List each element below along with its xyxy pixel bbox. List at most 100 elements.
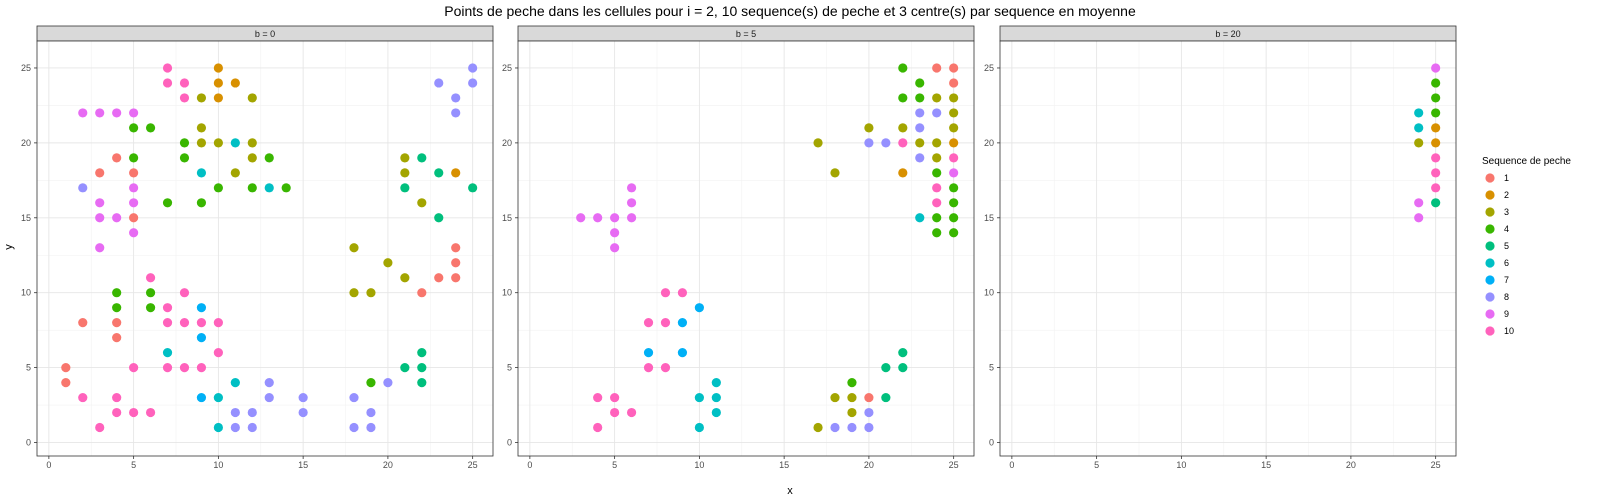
y-tick-label: 15	[21, 213, 31, 223]
data-point	[881, 363, 891, 373]
data-point	[881, 138, 891, 148]
data-point	[626, 407, 637, 418]
data-point	[847, 407, 857, 418]
facet-strip-label: b = 0	[255, 29, 275, 39]
legend-key	[1485, 241, 1495, 251]
legend: Sequence de peche 1 2 3 4 5 6 7 8 9 10	[1482, 156, 1571, 336]
data-point	[949, 93, 959, 103]
data-point	[610, 243, 620, 253]
y-tick-label: 15	[984, 213, 994, 223]
data-point	[898, 168, 908, 178]
legend-label: 2	[1504, 190, 1509, 200]
data-point	[915, 213, 925, 223]
data-point	[864, 392, 874, 403]
legend-label: 9	[1504, 309, 1509, 319]
data-point	[1431, 63, 1441, 73]
data-point	[112, 392, 122, 403]
data-point	[864, 123, 874, 133]
data-point	[400, 168, 410, 178]
data-point	[196, 168, 207, 178]
data-point	[694, 303, 704, 313]
data-point	[179, 93, 190, 103]
data-point	[230, 422, 240, 433]
data-point	[451, 273, 461, 283]
legend-label: 5	[1504, 241, 1509, 251]
data-point	[281, 183, 291, 193]
data-point	[366, 422, 376, 433]
data-point	[593, 213, 603, 223]
data-point	[1414, 198, 1424, 208]
panel-background	[37, 41, 493, 456]
data-point	[366, 407, 376, 418]
legend-label: 8	[1504, 292, 1509, 302]
data-point	[112, 108, 122, 118]
data-point	[162, 63, 173, 73]
y-tick-label: 20	[502, 138, 512, 148]
x-tick-label: 15	[298, 460, 308, 470]
data-point	[660, 288, 671, 298]
data-point	[949, 78, 959, 88]
data-point	[179, 288, 190, 298]
panel-border	[36, 40, 494, 457]
data-point	[247, 407, 257, 418]
legend-key	[1485, 292, 1495, 302]
x-axis-title: x	[787, 485, 793, 497]
data-point	[949, 213, 959, 223]
y-tick-label: 0	[507, 438, 512, 448]
data-point	[349, 392, 359, 403]
data-point	[230, 78, 240, 88]
data-point	[112, 213, 122, 223]
data-point	[78, 183, 88, 193]
y-tick-label: 5	[989, 363, 994, 373]
data-point	[179, 153, 190, 163]
data-point	[196, 318, 207, 328]
data-point	[677, 318, 688, 328]
data-point	[112, 153, 122, 163]
data-point	[711, 392, 721, 403]
y-tick-label: 25	[984, 63, 994, 73]
data-point	[643, 348, 654, 358]
data-point	[366, 288, 376, 298]
x-tick-label: 0	[46, 460, 51, 470]
data-point	[196, 198, 207, 208]
data-point	[932, 108, 942, 118]
data-point	[864, 407, 874, 418]
legend-key	[1485, 207, 1495, 217]
data-point	[1431, 78, 1441, 88]
data-point	[1431, 108, 1441, 118]
data-point	[847, 377, 857, 388]
y-tick-label: 10	[21, 288, 31, 298]
x-tick-label: 0	[1009, 460, 1014, 470]
data-point	[949, 153, 959, 163]
data-point	[660, 318, 671, 328]
data-point	[298, 407, 308, 418]
data-point	[1414, 108, 1424, 118]
data-point	[1431, 168, 1441, 178]
data-point	[949, 123, 959, 133]
y-tick-label: 0	[26, 438, 31, 448]
data-point	[915, 138, 925, 148]
facet-panel: b = 5 0 5 10 15 20 25 0 5 10 15 20 25	[502, 25, 975, 470]
data-point	[213, 422, 223, 433]
data-point	[898, 123, 908, 133]
legend-key	[1485, 173, 1495, 183]
data-point	[400, 153, 410, 163]
data-point	[864, 138, 874, 148]
data-point	[451, 108, 461, 118]
data-point	[915, 123, 925, 133]
data-point	[179, 138, 190, 148]
data-point	[847, 392, 857, 403]
data-point	[451, 258, 461, 268]
data-point	[213, 63, 223, 73]
data-point	[129, 228, 139, 238]
data-point	[95, 168, 105, 178]
legend-label: 1	[1504, 173, 1509, 183]
data-point	[643, 318, 654, 328]
data-point	[129, 407, 139, 418]
y-tick-label: 20	[984, 138, 994, 148]
legend-key	[1485, 326, 1495, 336]
data-point	[468, 78, 478, 88]
data-point	[1431, 198, 1441, 208]
data-point	[162, 198, 173, 208]
data-point	[417, 348, 427, 358]
